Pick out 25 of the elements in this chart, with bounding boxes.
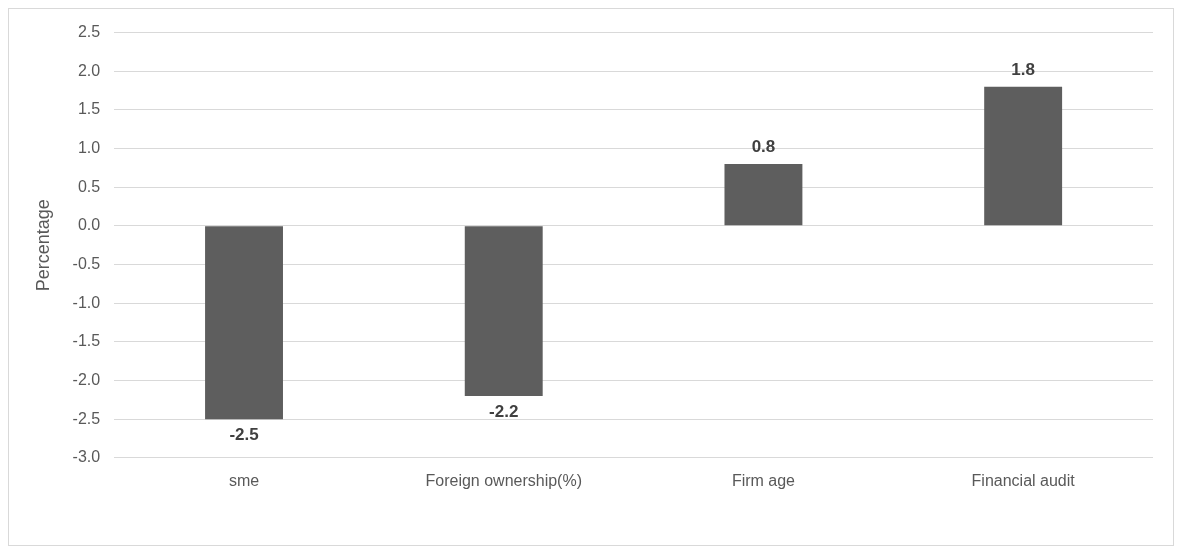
y-tick-label: -0.5 xyxy=(72,254,101,272)
bar xyxy=(724,164,803,226)
bar xyxy=(984,86,1063,226)
data-label: -2.5 xyxy=(229,425,259,445)
y-tick-label: 1.5 xyxy=(77,100,101,118)
bar xyxy=(464,226,543,396)
y-tick-label: 2.5 xyxy=(77,23,101,41)
y-tick-label: 1.0 xyxy=(77,138,101,156)
y-tick-label: -1.0 xyxy=(72,293,101,311)
x-tick-label: Financial audit xyxy=(971,471,1076,489)
y-tick-label: -1.5 xyxy=(72,332,101,350)
data-label: -2.2 xyxy=(489,402,519,422)
data-label: 1.8 xyxy=(1011,59,1035,79)
y-tick-label: 0.0 xyxy=(77,216,101,234)
y-tick-label: -3.0 xyxy=(72,448,101,466)
x-tick-label: Firm age xyxy=(731,471,796,489)
y-tick-label: -2.0 xyxy=(72,370,101,388)
bar xyxy=(205,226,283,420)
y-axis-title: Percentage xyxy=(32,199,53,292)
y-tick-label: 0.5 xyxy=(77,177,101,195)
x-tick-label: sme xyxy=(228,471,260,489)
y-tick-label: 2.0 xyxy=(77,61,101,79)
x-tick-label: Foreign ownership(%) xyxy=(425,471,582,489)
y-tick-label: -2.5 xyxy=(72,409,101,427)
data-label: 0.8 xyxy=(751,137,776,157)
